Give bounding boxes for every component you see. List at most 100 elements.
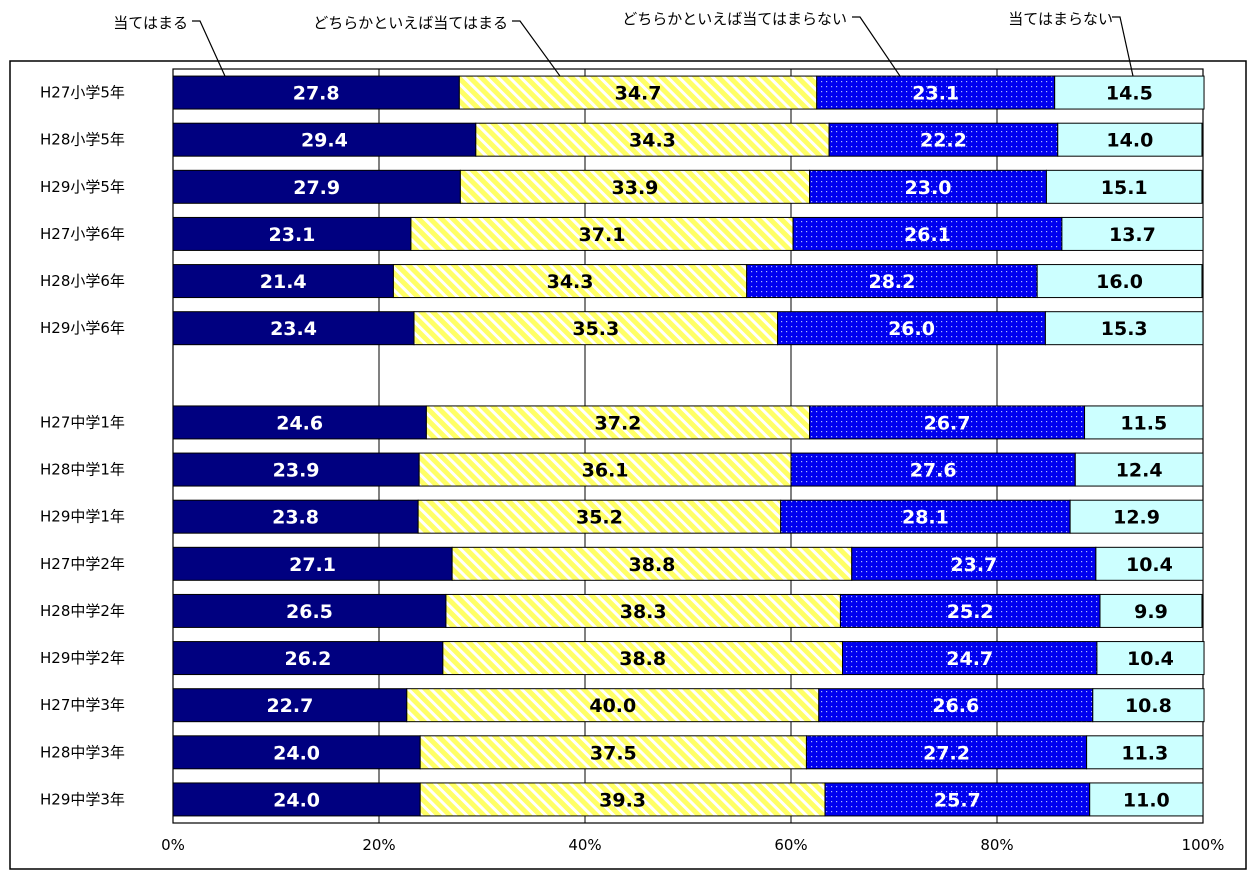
x-tick-label: 40% (568, 836, 601, 854)
data-label: 27.6 (910, 460, 957, 482)
data-label: 26.6 (932, 695, 979, 717)
data-label: 14.5 (1106, 83, 1153, 105)
bar-segment (406, 688, 820, 723)
data-label: 34.3 (629, 130, 676, 152)
data-label: 12.4 (1116, 460, 1163, 482)
data-label: 11.3 (1121, 742, 1168, 764)
bar-segment (792, 216, 1063, 251)
bar-segment (780, 499, 1071, 534)
data-label: 24.0 (273, 742, 320, 764)
category-label: H29中学1年 (40, 508, 125, 526)
category-label: H27小学6年 (40, 225, 125, 243)
bar-segment (1089, 782, 1204, 817)
legend-leader-line (1112, 16, 1134, 77)
category-labels: H27小学5年 H28小学5年 H29小学5年 H27小学6年 H28小学6年 H29小学… (40, 84, 125, 809)
category-label: H27中学3年 (40, 696, 125, 714)
data-label: 39.3 (599, 789, 646, 811)
legend-leader-line (852, 16, 901, 77)
data-label: 29.4 (301, 130, 348, 152)
bar-segment (1099, 593, 1203, 628)
data-label: 23.1 (912, 83, 959, 105)
data-label: 37.5 (590, 742, 637, 764)
data-label: 23.7 (950, 554, 997, 576)
data-label: 21.4 (260, 271, 307, 293)
category-label: H27中学2年 (40, 555, 125, 573)
data-label: 10.4 (1126, 554, 1173, 576)
bar-segment (1086, 735, 1204, 770)
data-label: 16.0 (1096, 271, 1143, 293)
data-label: 40.0 (589, 695, 636, 717)
data-label: 9.9 (1134, 601, 1168, 623)
legend-label: どちらかといえば当てはまる (313, 14, 508, 32)
data-label: 15.1 (1101, 177, 1148, 199)
bar-segment (172, 735, 421, 770)
bar-segment (419, 735, 807, 770)
data-label: 23.0 (905, 177, 952, 199)
bar-segment (392, 264, 748, 299)
category-label: H29小学5年 (40, 178, 125, 196)
bar-segment (172, 688, 408, 723)
data-label: 22.2 (920, 130, 967, 152)
data-label: 27.9 (293, 177, 340, 199)
bar-segment (445, 593, 841, 628)
bar-segment (172, 546, 453, 581)
x-tick-label: 0% (161, 836, 185, 854)
legend-label: 当てはまる (113, 14, 188, 32)
data-label: 35.3 (572, 318, 619, 340)
category-label: H27小学5年 (40, 84, 125, 102)
category-label: H29小学6年 (40, 319, 125, 337)
bar-segment (172, 641, 444, 676)
legend-leader-line (512, 20, 561, 77)
data-label: 33.9 (612, 177, 659, 199)
bar-segment (410, 216, 794, 251)
data-label: 10.4 (1127, 648, 1174, 670)
data-label: 35.2 (576, 507, 623, 529)
bar-segment (805, 735, 1088, 770)
category-label: H28小学6年 (40, 272, 125, 290)
category-label: H28中学3年 (40, 743, 125, 761)
bar-segment (418, 452, 792, 487)
data-label: 37.2 (595, 412, 642, 434)
bar-segment (1095, 546, 1204, 581)
bar-segment (777, 311, 1046, 346)
category-label: H28小学5年 (40, 131, 125, 149)
data-label: 12.9 (1113, 507, 1160, 529)
data-label: 23.9 (273, 460, 320, 482)
data-label: 26.0 (888, 318, 935, 340)
bar-segment (851, 546, 1097, 581)
legend-label: どちらかといえば当てはまらない (622, 10, 847, 28)
data-label: 22.7 (266, 695, 313, 717)
data-label: 36.1 (582, 460, 629, 482)
bar-segment (1084, 405, 1204, 440)
bars: 27.8 34.7 23.1 14.5 29.4 34.3 22.2 14.0 27.9 33.9… (172, 75, 1205, 817)
legend-leader-line (192, 20, 226, 77)
bar-segment (1069, 499, 1204, 534)
data-label: 24.6 (276, 412, 323, 434)
bar-segment (419, 782, 826, 817)
data-label: 34.3 (547, 271, 594, 293)
category-label: H29中学2年 (40, 649, 125, 667)
bar-segment (1074, 452, 1204, 487)
data-label: 28.1 (902, 507, 949, 529)
x-tick-labels: 0% 20% 40% 60% 80% 100% (161, 836, 1224, 854)
x-tick-label: 80% (980, 836, 1013, 854)
bar-segment (1057, 122, 1203, 157)
data-label: 34.7 (615, 83, 662, 105)
x-tick-label: 20% (362, 836, 395, 854)
bar-segment (1044, 311, 1204, 346)
bar-segment (172, 499, 419, 534)
bar-segment (746, 264, 1038, 299)
data-label: 37.1 (579, 224, 626, 246)
data-label: 26.2 (284, 648, 331, 670)
bar-segment (818, 688, 1094, 723)
bar-segment (839, 593, 1101, 628)
bar-segment (172, 216, 412, 251)
data-label: 38.3 (620, 601, 667, 623)
bar-segment (1036, 264, 1203, 299)
data-label: 38.8 (619, 648, 666, 670)
bar-segment (451, 546, 853, 581)
data-label: 38.8 (629, 554, 676, 576)
data-label: 13.7 (1109, 224, 1156, 246)
data-label: 23.8 (272, 507, 319, 529)
